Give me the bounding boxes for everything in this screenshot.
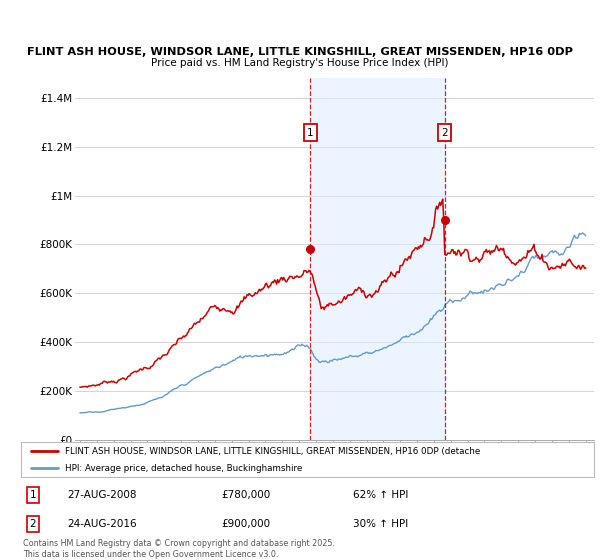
Text: £780,000: £780,000 [221, 489, 271, 500]
Text: 2: 2 [29, 519, 36, 529]
Text: 62% ↑ HPI: 62% ↑ HPI [353, 489, 409, 500]
Text: £900,000: £900,000 [221, 519, 271, 529]
Text: 1: 1 [29, 489, 36, 500]
Text: HPI: Average price, detached house, Buckinghamshire: HPI: Average price, detached house, Buck… [65, 464, 302, 473]
Text: FLINT ASH HOUSE, WINDSOR LANE, LITTLE KINGSHILL, GREAT MISSENDEN, HP16 0DP (deta: FLINT ASH HOUSE, WINDSOR LANE, LITTLE KI… [65, 446, 481, 456]
Text: 1: 1 [307, 128, 313, 138]
Text: 24-AUG-2016: 24-AUG-2016 [67, 519, 136, 529]
Bar [310, 78, 445, 440]
Text: 2: 2 [442, 128, 448, 138]
Text: FLINT ASH HOUSE, WINDSOR LANE, LITTLE KINGSHILL, GREAT MISSENDEN, HP16 0DP: FLINT ASH HOUSE, WINDSOR LANE, LITTLE KI… [27, 47, 573, 57]
Text: Price paid vs. HM Land Registry's House Price Index (HPI): Price paid vs. HM Land Registry's House … [151, 58, 449, 68]
Text: Contains HM Land Registry data © Crown copyright and database right 2025.
This d: Contains HM Land Registry data © Crown c… [23, 539, 335, 559]
Text: 27-AUG-2008: 27-AUG-2008 [67, 489, 136, 500]
Text: 30% ↑ HPI: 30% ↑ HPI [353, 519, 409, 529]
